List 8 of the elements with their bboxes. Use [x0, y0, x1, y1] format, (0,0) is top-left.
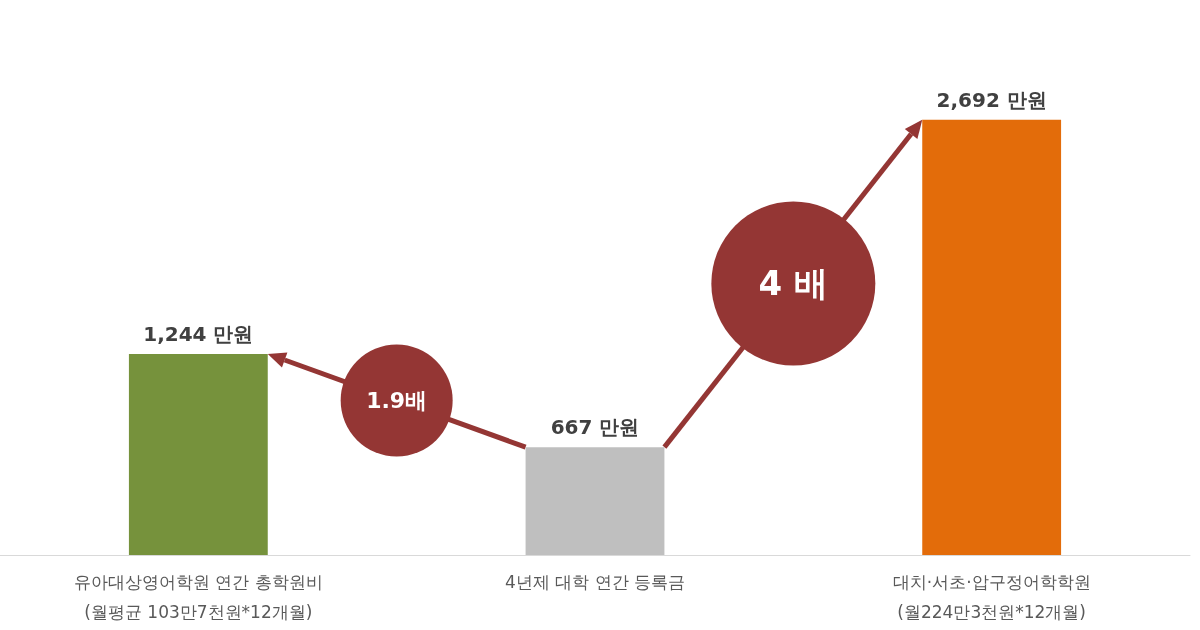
- annotation: 1.9배: [366, 388, 428, 414]
- x-tick-label: 대치·서초·압구정어학학원 (월224만3천원*12개월): [892, 572, 1091, 622]
- x-tick-label: 유아대상영어학원 연간 총학원비 (월평균 103만7천원*12개월): [73, 572, 323, 622]
- x-tick-label: 4년제 대학 연간 등록금: [504, 572, 686, 592]
- data-label: 1,244 만원: [143, 321, 254, 346]
- data-label: 2,692 만원: [936, 87, 1047, 112]
- data-label: 667 만원: [550, 415, 640, 440]
- annotation: 4 배: [758, 263, 829, 304]
